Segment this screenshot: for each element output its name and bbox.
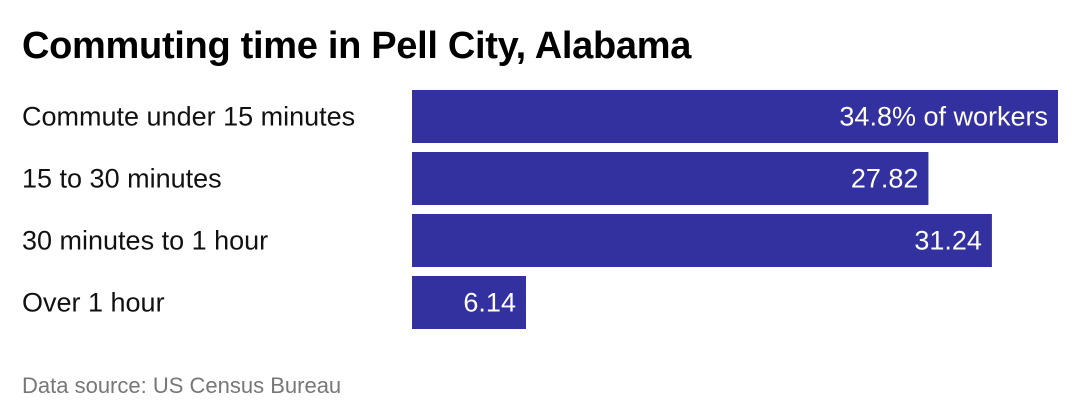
- category-label: Over 1 hour: [22, 288, 165, 318]
- bar-value-label: 31.24: [914, 226, 982, 256]
- bar-value-label: 34.8% of workers: [839, 102, 1048, 132]
- bar: [412, 90, 1058, 143]
- category-label: Commute under 15 minutes: [22, 102, 355, 132]
- bar: [412, 276, 526, 329]
- category-label: 15 to 30 minutes: [22, 164, 222, 194]
- bar-value-label: 27.82: [851, 164, 919, 194]
- bar: [412, 214, 992, 267]
- category-label: 30 minutes to 1 hour: [22, 226, 268, 256]
- data-source-note: Data source: US Census Bureau: [22, 373, 342, 398]
- bar-value-label: 6.14: [463, 288, 516, 318]
- bar: [412, 152, 929, 205]
- chart-title: Commuting time in Pell City, Alabama: [22, 25, 692, 67]
